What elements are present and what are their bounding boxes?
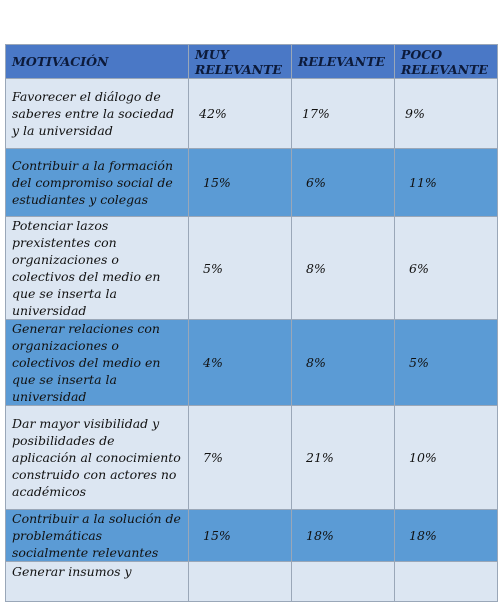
header-row: MOTIVACIÓN MUY RELEVANTE RELEVANTE POCO REL… (5, 44, 498, 79)
header-cell: RELEVANTE (291, 44, 395, 79)
percent-cell: 6% (394, 216, 498, 320)
percent-cell: 42% (188, 78, 292, 149)
header-cell: MUY RELEVANTE (188, 44, 292, 79)
percent-cell: 5% (188, 216, 292, 320)
percent-cell: 8% (291, 319, 395, 406)
table-row: Generar insumos y (5, 561, 498, 602)
table-row: Contribuir a la formación del compromiso… (5, 148, 498, 217)
percent-cell (188, 561, 292, 602)
row-label: Dar mayor visibilidad y posibilidades de… (5, 405, 189, 510)
percent-cell: 7% (188, 405, 292, 510)
percent-cell (291, 561, 395, 602)
table-row: Contribuir a la solución de problemática… (5, 509, 498, 562)
row-label: Contribuir a la solución de problemática… (5, 509, 189, 562)
header-cell: POCO RELEVANTE (394, 44, 498, 79)
row-label: Contribuir a la formación del compromiso… (5, 148, 189, 217)
percent-cell: 4% (188, 319, 292, 406)
percent-cell: 17% (291, 78, 395, 149)
percent-cell: 18% (291, 509, 395, 562)
row-label: Favorecer el diálogo de saberes entre la… (5, 78, 189, 149)
percent-cell: 15% (188, 148, 292, 217)
percent-cell: 9% (394, 78, 498, 149)
table-row: Dar mayor visibilidad y posibilidades de… (5, 405, 498, 510)
percent-cell (394, 561, 498, 602)
table-row: Favorecer el diálogo de saberes entre la… (5, 78, 498, 149)
page: {"table": { "header": ["MOTIVACIÓN", "MU… (5, 44, 498, 602)
row-label: Generar insumos y (5, 561, 189, 602)
row-label: Potenciar lazos prexistentes con organiz… (5, 216, 189, 320)
percent-cell: 5% (394, 319, 498, 406)
motivation-table: MOTIVACIÓN MUY RELEVANTE RELEVANTE POCO REL… (5, 44, 498, 602)
percent-cell: 21% (291, 405, 395, 510)
table-row: Generar relaciones con organizaciones o … (5, 319, 498, 406)
percent-cell: 10% (394, 405, 498, 510)
row-label: Generar relaciones con organizaciones o … (5, 319, 189, 406)
percent-cell: 8% (291, 216, 395, 320)
header-cell: MOTIVACIÓN (5, 44, 189, 79)
percent-cell: 6% (291, 148, 395, 217)
percent-cell: 11% (394, 148, 498, 217)
table-row: Potenciar lazos prexistentes con organiz… (5, 216, 498, 320)
percent-cell: 15% (188, 509, 292, 562)
percent-cell: 18% (394, 509, 498, 562)
